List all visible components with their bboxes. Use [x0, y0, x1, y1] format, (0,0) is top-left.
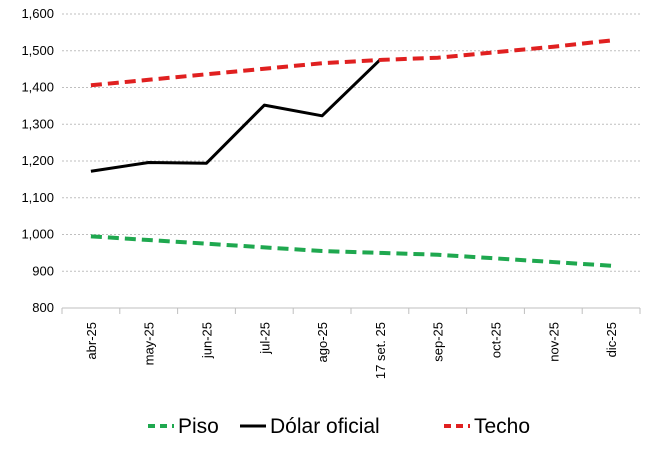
y-tick-label: 1,200 — [21, 153, 54, 168]
y-tick-label: 1,600 — [21, 6, 54, 21]
gridlines — [62, 13, 640, 309]
y-tick-label: 1,100 — [21, 190, 54, 205]
series-line-techo — [90, 38, 612, 88]
x-tick-label: oct-25 — [489, 322, 504, 358]
x-tick-label: jun-25 — [200, 322, 215, 359]
x-tick-label: may-25 — [142, 322, 157, 365]
series-line-piso — [90, 234, 612, 268]
x-tick-label: abr-25 — [84, 322, 99, 360]
y-tick-label: 1,000 — [21, 227, 54, 242]
x-tick-label: dic-25 — [604, 322, 619, 357]
x-tick-label: sep-25 — [431, 322, 446, 362]
y-tick-label: 900 — [32, 263, 54, 278]
series-lines — [90, 38, 612, 268]
x-tick-label: ago-25 — [315, 322, 330, 362]
y-tick-label: 1,300 — [21, 116, 54, 131]
x-tick-label: jul-25 — [257, 322, 272, 355]
y-tick-label: 1,400 — [21, 80, 54, 95]
legend-label: Dólar oficial — [270, 415, 380, 438]
series-line-d-lar-oficial — [90, 58, 381, 173]
x-tick-label: 17 set. 25 — [373, 322, 388, 379]
x-axis-ticks: abr-25 may-25 jun-25 jul-25 ago-25 17 set. 25… — [61, 308, 641, 379]
y-axis-ticks: 800 900 1,000 1,100 1,200 1,300 1,400 1,500 1,60… — [21, 6, 54, 315]
x-tick-label: nov-25 — [546, 322, 561, 362]
y-tick-label: 1,500 — [21, 43, 54, 58]
y-tick-label: 800 — [32, 300, 54, 315]
legend: Piso Dólar oficial Techo — [148, 415, 530, 438]
legend-label: Piso — [178, 415, 219, 438]
legend-label: Techo — [474, 415, 530, 438]
